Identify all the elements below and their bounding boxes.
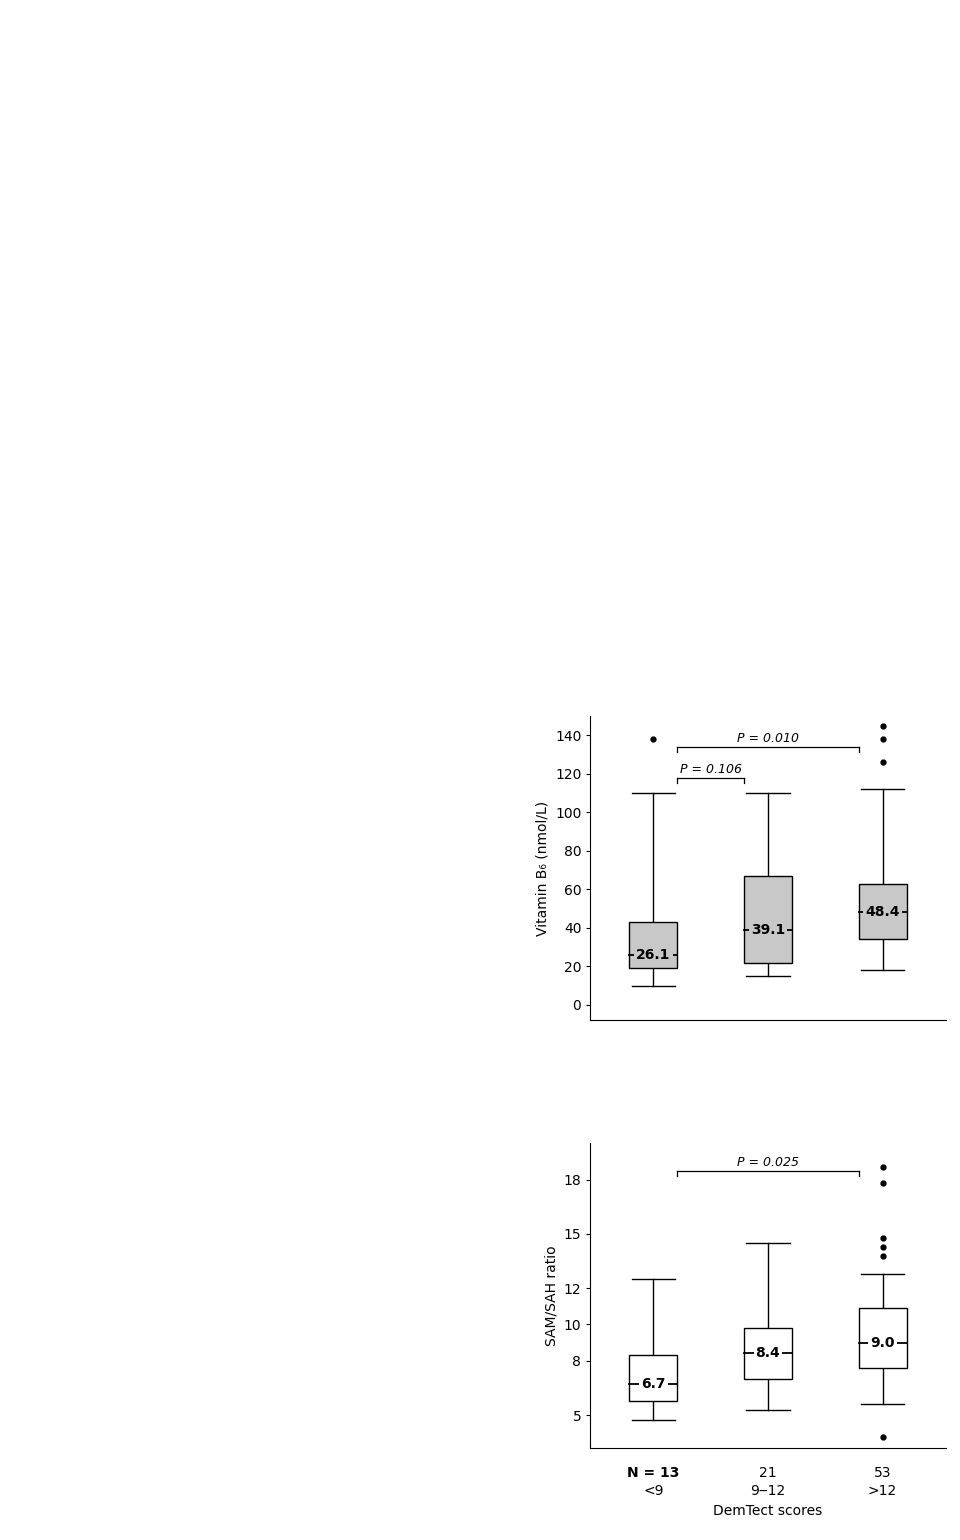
Text: 9‒12: 9‒12: [751, 1485, 785, 1498]
Bar: [744, 1327, 792, 1378]
Y-axis label: Vitamin B₆ (nmol/L): Vitamin B₆ (nmol/L): [536, 801, 549, 936]
Bar: [630, 1355, 678, 1400]
Text: 21: 21: [759, 1466, 777, 1480]
Text: <9: <9: [643, 1485, 663, 1498]
Y-axis label: SAM/SAH ratio: SAM/SAH ratio: [544, 1246, 558, 1346]
Bar: [858, 1307, 906, 1368]
Text: 39.1: 39.1: [751, 922, 785, 936]
Text: 53: 53: [874, 1466, 891, 1480]
Text: DemTect scores: DemTect scores: [713, 1505, 823, 1518]
Text: P = 0.106: P = 0.106: [680, 762, 742, 776]
Text: 9.0: 9.0: [871, 1335, 895, 1349]
Text: P = 0.010: P = 0.010: [737, 732, 799, 745]
Text: 6.7: 6.7: [641, 1377, 665, 1391]
Text: P = 0.025: P = 0.025: [737, 1157, 799, 1169]
Bar: [630, 922, 678, 969]
Bar: [858, 884, 906, 939]
Text: >12: >12: [868, 1485, 898, 1498]
Bar: [744, 876, 792, 962]
Text: 8.4: 8.4: [756, 1346, 780, 1360]
Text: 48.4: 48.4: [865, 904, 900, 919]
Text: N = 13: N = 13: [627, 1466, 680, 1480]
Text: 26.1: 26.1: [636, 947, 671, 961]
